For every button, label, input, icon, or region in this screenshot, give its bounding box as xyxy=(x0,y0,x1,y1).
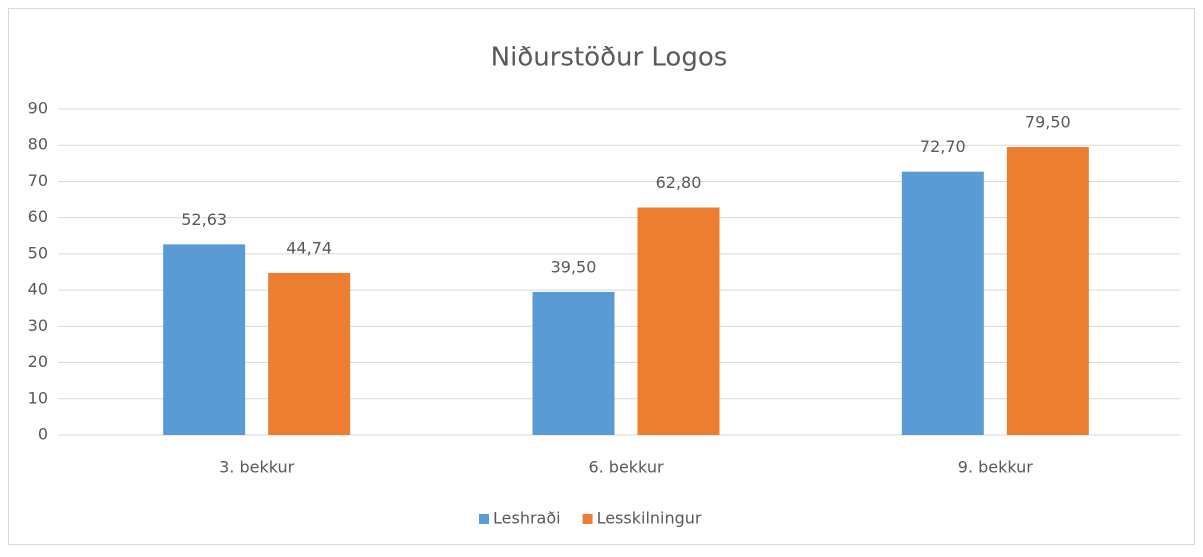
bar xyxy=(268,272,351,435)
y-tick-label: 80 xyxy=(28,135,48,154)
y-tick-label: 50 xyxy=(28,243,48,262)
legend-label: Lesskilningur xyxy=(597,509,702,528)
chart-title: Niðurstöður Logos xyxy=(491,43,728,73)
data-label: 62,80 xyxy=(656,173,702,192)
data-label: 79,50 xyxy=(1025,113,1071,132)
bar xyxy=(637,207,720,435)
x-tick-label: 6. bekkur xyxy=(588,458,664,477)
legend-swatch xyxy=(479,514,489,524)
legend-swatch xyxy=(582,514,593,524)
legend-label: Leshraði xyxy=(493,509,561,528)
data-label: 39,50 xyxy=(551,257,597,276)
y-tick-label: 30 xyxy=(28,316,48,335)
bar xyxy=(901,171,984,436)
x-tick-label: 3. bekkur xyxy=(219,458,295,477)
bar xyxy=(163,244,246,435)
y-tick-label: 60 xyxy=(28,207,48,226)
y-tick-label: 0 xyxy=(38,425,48,444)
data-label: 44,74 xyxy=(286,238,332,257)
bar xyxy=(1006,147,1089,436)
x-tick-label: 9. bekkur xyxy=(958,458,1034,477)
y-tick-label: 70 xyxy=(28,171,48,190)
y-tick-label: 20 xyxy=(28,352,48,371)
y-tick-label: 10 xyxy=(28,388,48,407)
y-tick-label: 90 xyxy=(28,99,48,118)
data-label: 52,63 xyxy=(181,210,227,229)
data-label: 72,70 xyxy=(920,137,966,156)
y-tick-label: 40 xyxy=(28,280,48,299)
bar xyxy=(532,291,615,435)
